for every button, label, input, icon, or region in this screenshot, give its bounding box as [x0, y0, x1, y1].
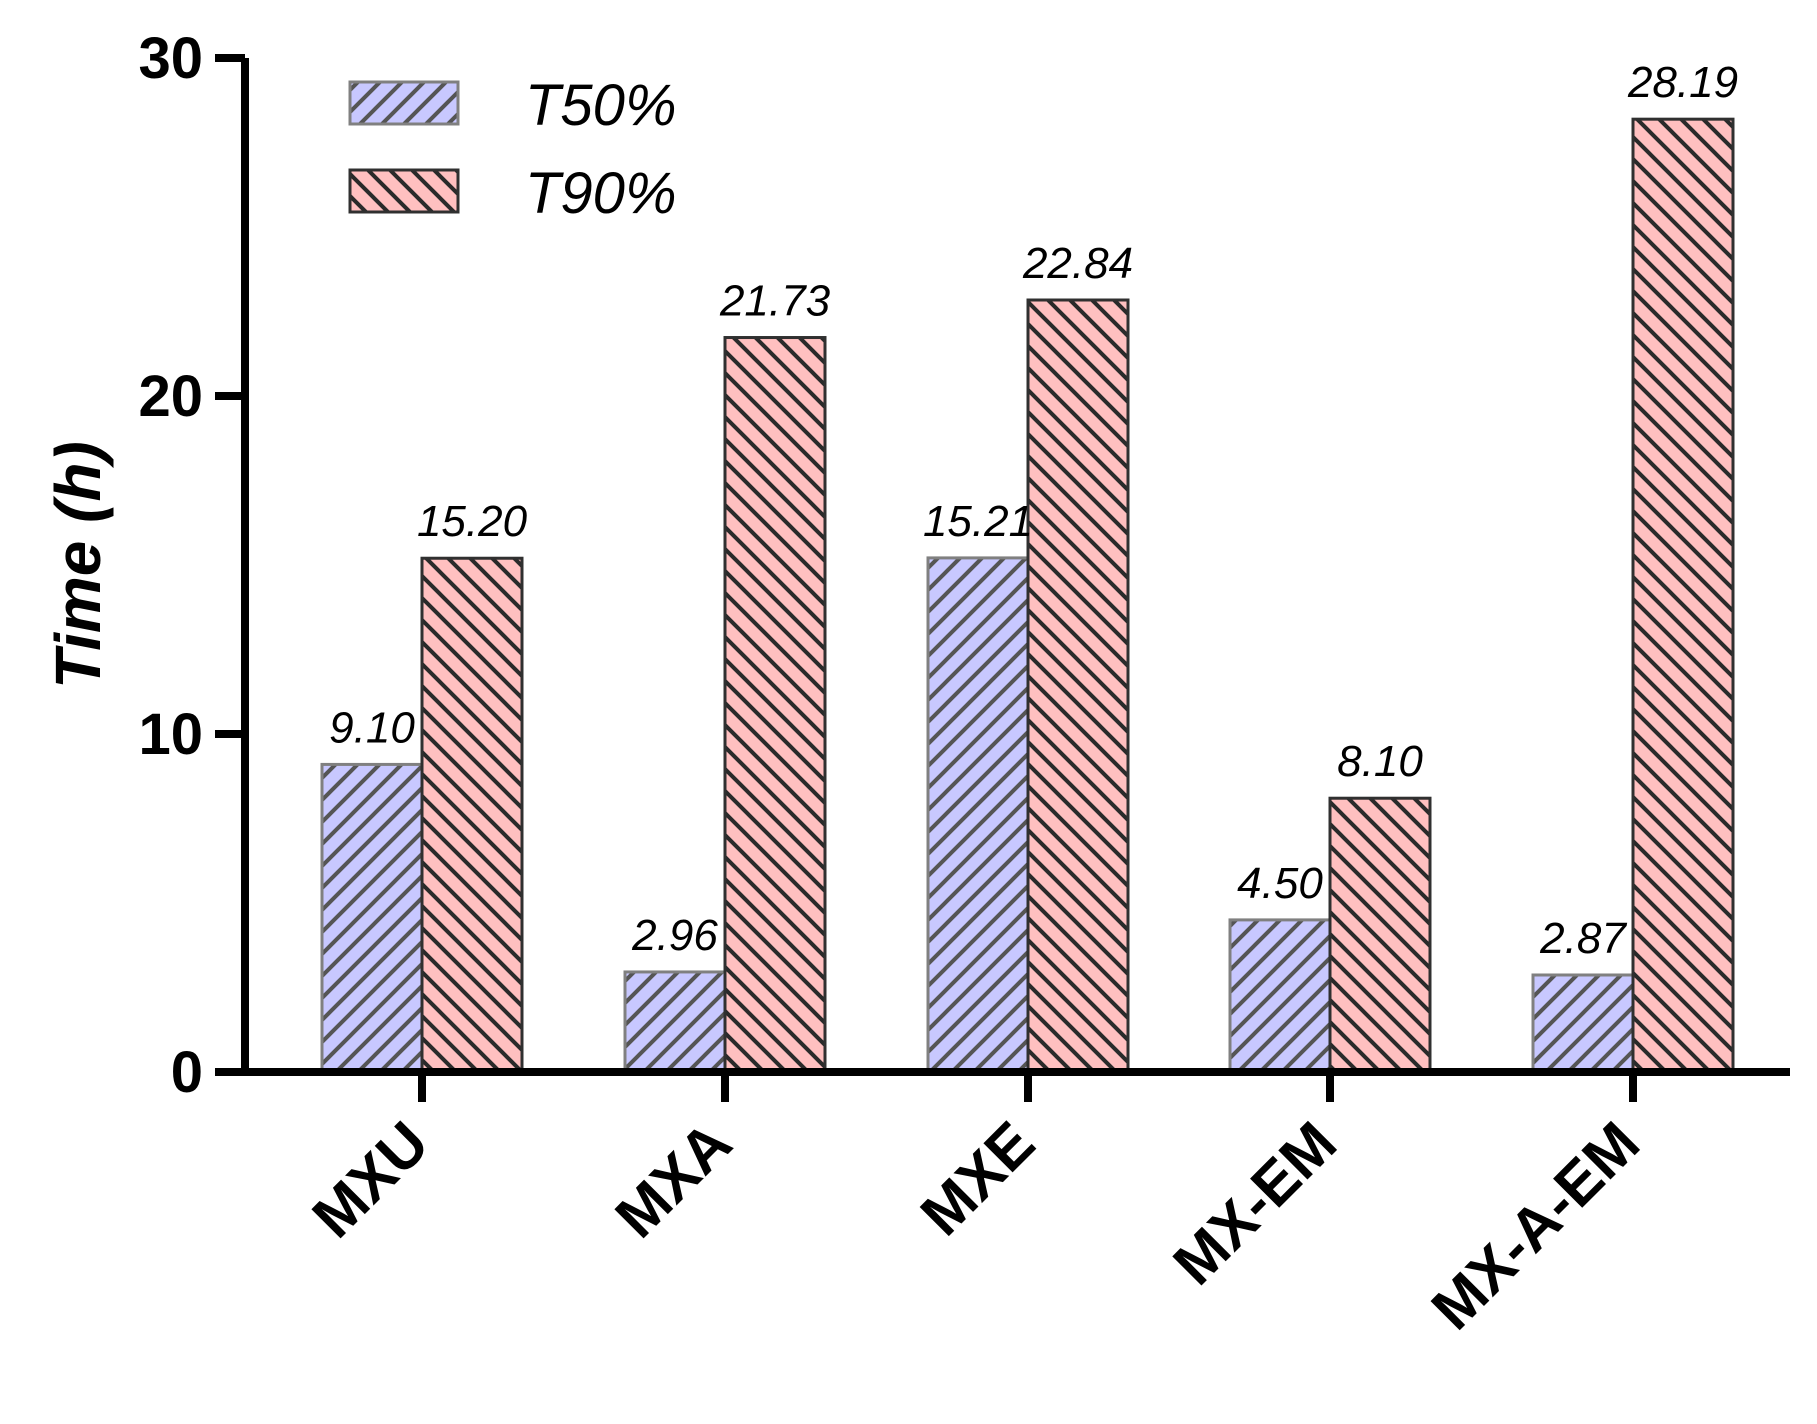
data-labels-layer: 9.10 15.20 2.96 21.73 15.21 22.84 4.50 8.10 2.87… — [329, 58, 1738, 963]
data-label-t50-mxe: 15.21 — [923, 497, 1033, 546]
x-axis: MXU MXA MXE MX-EM MX-A-EM — [241, 1068, 1790, 1343]
bar-t90-mx-em — [1328, 796, 1432, 1074]
x-category-label-mxa: MXA — [603, 1109, 745, 1251]
bar-t90-mxu — [420, 556, 524, 1074]
y-axis-title: Time (h) — [42, 441, 114, 689]
x-category-label-mx-em: MX-EM — [1160, 1109, 1349, 1298]
y-axis: 0 10 20 30 — [138, 26, 249, 1105]
bar-t50-mx-a-em — [1531, 973, 1635, 1074]
data-label-t90-mxu: 15.20 — [417, 497, 528, 546]
legend: T50% T90% — [348, 73, 677, 226]
legend-label-t50: T50% — [525, 73, 677, 138]
data-label-t90-mxe: 22.84 — [1022, 239, 1133, 288]
bars-layer — [320, 117, 1735, 1074]
x-category-label-mxe: MXE — [908, 1109, 1047, 1248]
y-tick-label: 0 — [171, 1040, 203, 1105]
legend-swatch-t50 — [348, 80, 460, 126]
bar-t50-mx-em — [1228, 918, 1332, 1074]
y-tick-label: 20 — [138, 364, 203, 429]
data-label-t50-mx-em: 4.50 — [1237, 859, 1323, 908]
data-label-t90-mxa: 21.73 — [719, 277, 831, 326]
bar-t90-mx-a-em — [1631, 117, 1735, 1074]
x-category-label-mx-a-em: MX-A-EM — [1419, 1109, 1653, 1343]
bar-t90-mxa — [723, 336, 827, 1074]
legend-swatch-t90 — [348, 168, 460, 214]
x-category-label-mxu: MXU — [300, 1109, 442, 1251]
data-label-t90-mx-em: 8.10 — [1337, 737, 1423, 786]
y-tick-label: 10 — [138, 702, 203, 767]
bar-t50-mxu — [320, 762, 424, 1074]
data-label-t50-mx-a-em: 2.87 — [1539, 914, 1627, 963]
data-label-t90-mx-a-em: 28.19 — [1627, 58, 1738, 107]
bar-t50-mxa — [623, 970, 727, 1074]
bar-t50-mxe — [926, 556, 1030, 1074]
legend-label-t90: T90% — [525, 161, 677, 226]
y-tick-label: 30 — [138, 26, 203, 91]
bar-t90-mxe — [1026, 298, 1130, 1074]
data-label-t50-mxu: 9.10 — [329, 703, 415, 752]
data-label-t50-mxa: 2.96 — [631, 911, 718, 960]
